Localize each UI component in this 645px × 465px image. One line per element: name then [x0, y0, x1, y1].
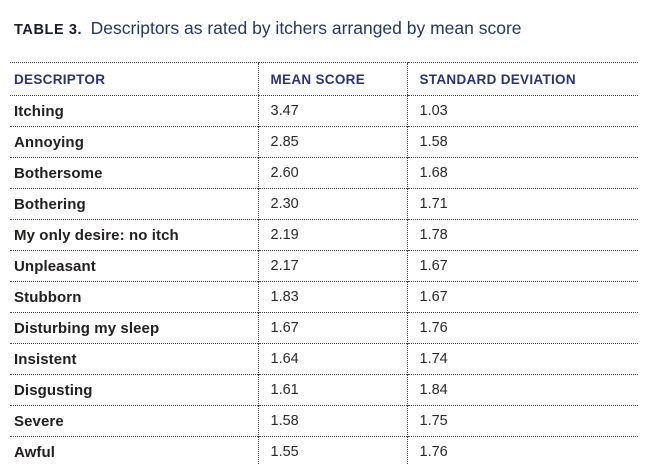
cell-descriptor: Bothering: [10, 188, 258, 220]
table-row: My only desire: no itch 2.19 1.78: [10, 219, 638, 251]
table-row: Severe 1.58 1.75: [10, 405, 638, 437]
cell-mean-score: 2.17: [257, 250, 407, 282]
cell-standard-deviation: 1.58: [406, 126, 638, 158]
cell-standard-deviation: 1.78: [406, 219, 638, 251]
cell-descriptor: Severe: [10, 405, 258, 437]
table-caption-label: TABLE 3.: [14, 22, 83, 38]
table-row: Annoying 2.85 1.58: [10, 126, 638, 158]
cell-standard-deviation: 1.76: [406, 436, 638, 465]
cell-mean-score: 1.67: [257, 312, 407, 344]
table-row: Insistent 1.64 1.74: [10, 343, 638, 375]
cell-standard-deviation: 1.68: [406, 157, 638, 189]
cell-standard-deviation: 1.03: [406, 95, 638, 127]
cell-standard-deviation: 1.74: [406, 343, 638, 375]
table-caption: TABLE 3. Descriptors as rated by itchers…: [14, 16, 634, 42]
cell-standard-deviation: 1.71: [406, 188, 638, 220]
table-body: Itching 3.47 1.03 Annoying 2.85 1.58 Bothersom…: [10, 95, 638, 465]
cell-standard-deviation: 1.67: [406, 250, 638, 282]
cell-descriptor: Itching: [10, 95, 258, 127]
table-row: Bothersome 2.60 1.68: [10, 157, 638, 189]
table-row: Disgusting 1.61 1.84: [10, 374, 638, 406]
cell-mean-score: 1.83: [257, 281, 407, 313]
cell-mean-score: 1.58: [257, 405, 407, 437]
cell-descriptor: Stubborn: [10, 281, 258, 313]
cell-descriptor: Unpleasant: [10, 250, 258, 282]
descriptor-table: DESCRIPTOR MEAN SCORE STANDARD DEVIATION…: [10, 62, 638, 465]
cell-mean-score: 2.60: [257, 157, 407, 189]
table-row: Awful 1.55 1.76: [10, 436, 638, 465]
table-row: Stubborn 1.83 1.67: [10, 281, 638, 313]
cell-standard-deviation: 1.84: [406, 374, 638, 406]
cell-descriptor: Annoying: [10, 126, 258, 158]
cell-mean-score: 1.61: [257, 374, 407, 406]
cell-mean-score: 1.64: [257, 343, 407, 375]
table-caption-text: Descriptors as rated by itchers arranged…: [90, 18, 522, 38]
cell-mean-score: 1.55: [257, 436, 407, 465]
cell-mean-score: 2.30: [257, 188, 407, 220]
cell-descriptor: Disturbing my sleep: [10, 312, 258, 344]
table-row: Disturbing my sleep 1.67 1.76: [10, 312, 638, 344]
cell-mean-score: 2.19: [257, 219, 407, 251]
cell-mean-score: 2.85: [257, 126, 407, 158]
cell-mean-score: 3.47: [257, 95, 407, 127]
cell-standard-deviation: 1.76: [406, 312, 638, 344]
col-header-descriptor: DESCRIPTOR: [10, 62, 258, 96]
cell-descriptor: Bothersome: [10, 157, 258, 189]
cell-descriptor: Insistent: [10, 343, 258, 375]
cell-standard-deviation: 1.75: [406, 405, 638, 437]
cell-descriptor: Awful: [10, 436, 258, 465]
header-row: DESCRIPTOR MEAN SCORE STANDARD DEVIATION: [10, 62, 638, 96]
col-header-mean-score: MEAN SCORE: [257, 62, 407, 96]
table-row: Unpleasant 2.17 1.67: [10, 250, 638, 282]
cell-standard-deviation: 1.67: [406, 281, 638, 313]
table-row: Bothering 2.30 1.71: [10, 188, 638, 220]
cell-descriptor: Disgusting: [10, 374, 258, 406]
col-header-standard-deviation: STANDARD DEVIATION: [406, 62, 638, 96]
table-row: Itching 3.47 1.03: [10, 95, 638, 127]
cell-descriptor: My only desire: no itch: [10, 219, 258, 251]
